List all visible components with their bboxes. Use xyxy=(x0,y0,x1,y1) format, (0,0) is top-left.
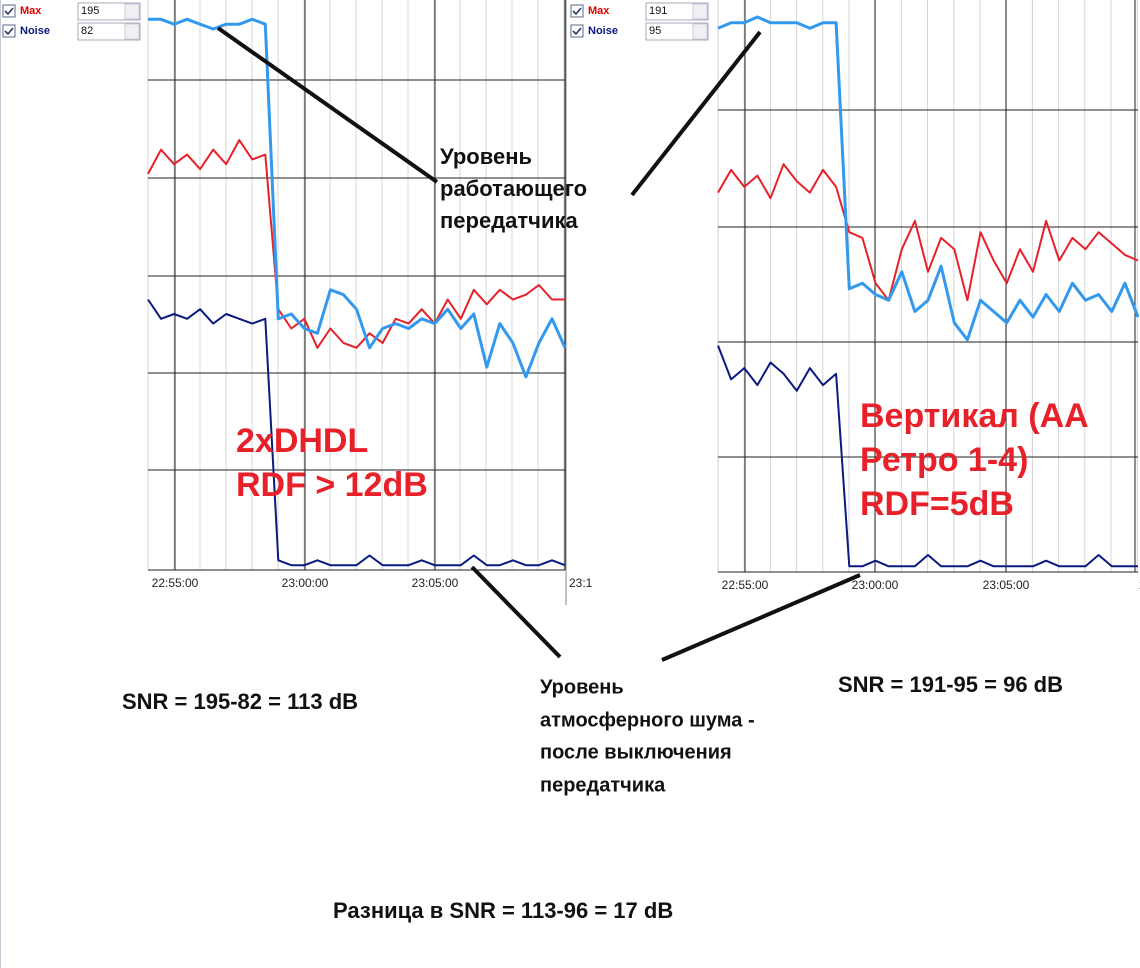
checkmark xyxy=(572,27,582,36)
checkmark xyxy=(4,7,14,16)
data-line xyxy=(717,345,1138,568)
snr: SNR = 195-82 = 113 dB xyxy=(122,689,358,714)
annotation: работающего xyxy=(440,176,587,201)
data-line xyxy=(148,17,567,379)
checkmark xyxy=(4,27,14,36)
annotation: после выключения xyxy=(540,741,732,763)
spin-value: 82 xyxy=(81,25,93,37)
x-tick-label: 23:05:00 xyxy=(983,578,1030,592)
spin-buttons xyxy=(692,3,708,20)
label: RDF=5dB xyxy=(860,485,1014,523)
data-line xyxy=(717,163,1139,302)
checkmark xyxy=(572,7,582,16)
x-tick-label: 22:55:00 xyxy=(722,578,769,592)
checkbox[interactable] xyxy=(570,24,584,38)
annotations: Уровень работающего передатчика 2xDHDL R… xyxy=(122,26,1089,923)
data-line xyxy=(147,298,566,567)
snr-difference: Разница в SNR = 113-96 = 17 dB xyxy=(333,898,673,923)
pointer-line xyxy=(630,30,762,197)
spin-value: 195 xyxy=(81,5,99,17)
label: Вертикал (АА xyxy=(860,397,1089,435)
annotation: Уровень xyxy=(440,144,532,169)
x-tick-label: 23:00:00 xyxy=(852,578,899,592)
charts: Max 195 Noise 82 22:55:00 23:00:00 23:05:00 23:… xyxy=(2,0,1140,605)
label: Ретро 1-4) xyxy=(860,441,1028,479)
data-line xyxy=(147,139,565,349)
x-tick-label: 23:05:00 xyxy=(412,576,459,590)
spin-value: 95 xyxy=(649,25,661,37)
pointer-line xyxy=(216,26,439,184)
checkbox[interactable] xyxy=(2,24,16,38)
spin-buttons xyxy=(124,23,140,40)
control-label: Max xyxy=(588,5,610,17)
checkbox[interactable] xyxy=(570,4,584,18)
label: 2xDHDL xyxy=(236,422,368,460)
spin-value: 191 xyxy=(649,5,667,17)
control-label: Noise xyxy=(588,25,618,37)
annotation: атмосферного шума - xyxy=(540,709,755,731)
spin-buttons xyxy=(692,23,708,40)
control-label: Max xyxy=(20,5,42,17)
x-tick-label: 23:1 xyxy=(569,576,593,590)
chart-panel: Max 195 Noise 82 22:55:00 23:00:00 23:05:00 23:… xyxy=(2,0,593,605)
x-tick-label: 23:00:00 xyxy=(282,576,329,590)
annotation: Уровень xyxy=(540,676,624,698)
pointer-line xyxy=(470,565,562,659)
data-line xyxy=(717,15,1140,342)
chart-panel: Max 191 Noise 95 22:55:00 23:00:00 23:05:00 23:… xyxy=(570,0,1140,592)
annotation: передатчика xyxy=(540,774,666,796)
checkbox[interactable] xyxy=(2,4,16,18)
snr: SNR = 191-95 = 96 dB xyxy=(838,672,1063,697)
pointer-line xyxy=(661,573,861,662)
label: RDF > 12dB xyxy=(236,466,428,504)
x-tick-label: 22:55:00 xyxy=(152,576,199,590)
control-label: Noise xyxy=(20,25,50,37)
spin-buttons xyxy=(124,3,140,20)
annotation: передатчика xyxy=(440,208,578,233)
